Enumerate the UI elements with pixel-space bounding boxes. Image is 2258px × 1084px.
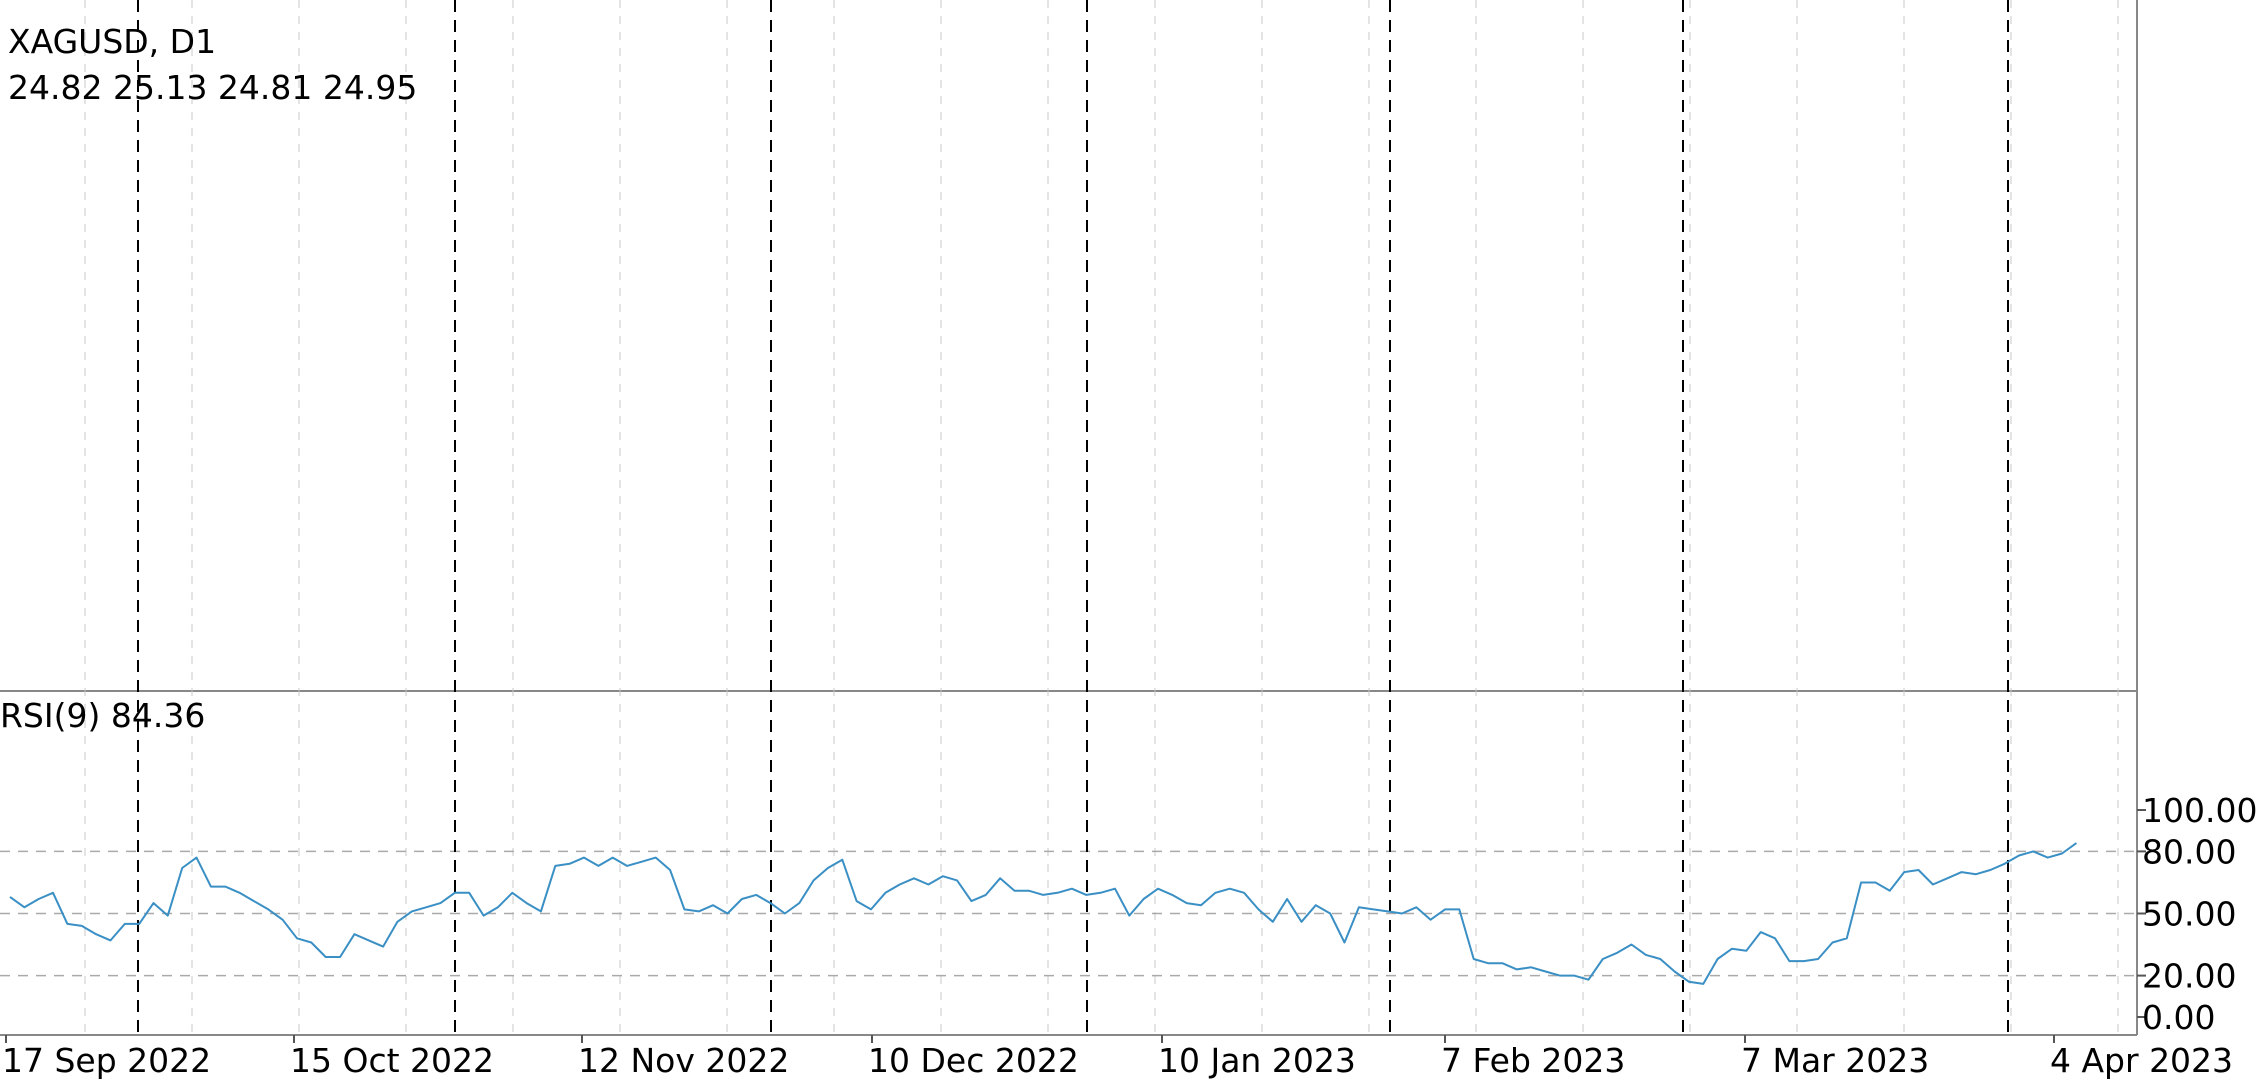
rsi-axis-label: 0.00 bbox=[2142, 998, 2215, 1037]
rsi-axis-label: 20.00 bbox=[2142, 957, 2236, 996]
rsi-axis-label: 50.00 bbox=[2142, 895, 2236, 934]
time-axis-label: 10 Dec 2022 bbox=[868, 1041, 1079, 1080]
rsi-line bbox=[9, 842, 2077, 985]
time-axis-label: 15 Oct 2022 bbox=[290, 1041, 494, 1080]
time-axis-label: 17 Sep 2022 bbox=[2, 1041, 211, 1080]
symbol-title: XAGUSD, D1 bbox=[8, 22, 217, 61]
rsi-axis-label: 80.00 bbox=[2142, 832, 2236, 871]
time-axis-label: 4 Apr 2023 bbox=[2050, 1041, 2233, 1080]
time-axis-label: 10 Jan 2023 bbox=[1158, 1041, 1356, 1080]
time-axis-label: 12 Nov 2022 bbox=[578, 1041, 789, 1080]
rsi-title: RSI(9) 84.36 bbox=[0, 696, 206, 735]
ohlc-values: 24.82 25.13 24.81 24.95 bbox=[8, 68, 418, 107]
time-axis-label: 7 Feb 2023 bbox=[1441, 1041, 1625, 1080]
time-axis-label: 7 Mar 2023 bbox=[1741, 1041, 1929, 1080]
rsi-axis-label: 100.00 bbox=[2142, 791, 2257, 830]
